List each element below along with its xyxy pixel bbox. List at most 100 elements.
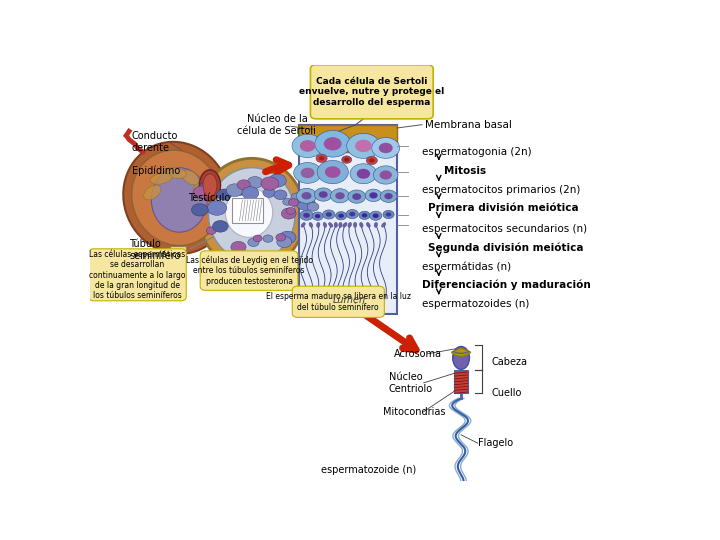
Text: Lumen: Lumen	[333, 295, 366, 305]
Circle shape	[302, 192, 312, 199]
Text: Las células de Leydig en el tejido
entre los túbulos seminíferos
producen testos: Las células de Leydig en el tejido entre…	[186, 255, 312, 286]
Circle shape	[361, 213, 367, 218]
Text: El esperma maduro se libera en la luz
del túbulo seminífero: El esperma maduro se libera en la luz de…	[266, 292, 411, 312]
Text: Conducto
derente: Conducto derente	[132, 131, 179, 152]
Circle shape	[282, 208, 296, 219]
Circle shape	[294, 163, 322, 183]
Circle shape	[231, 241, 246, 253]
FancyBboxPatch shape	[200, 251, 298, 291]
Ellipse shape	[182, 170, 199, 185]
Text: espermátidas (n): espermátidas (n)	[422, 261, 511, 272]
Circle shape	[269, 174, 287, 187]
Ellipse shape	[301, 222, 305, 227]
Ellipse shape	[225, 187, 273, 238]
FancyBboxPatch shape	[292, 286, 384, 318]
Circle shape	[261, 177, 279, 190]
Circle shape	[217, 189, 232, 200]
Circle shape	[344, 158, 349, 161]
Text: Mitosis: Mitosis	[444, 166, 487, 176]
Text: Segunda división meiótica: Segunda división meiótica	[428, 242, 583, 253]
Ellipse shape	[132, 150, 221, 246]
Text: Diferenciación y maduración: Diferenciación y maduración	[422, 280, 590, 291]
Circle shape	[291, 193, 304, 202]
Circle shape	[279, 231, 296, 244]
Text: Las células espermáticas
se desarrollan
continuamente a lo largo
de la gran long: Las células espermáticas se desarrollan …	[89, 249, 186, 300]
Circle shape	[248, 238, 259, 247]
Circle shape	[315, 188, 332, 201]
Text: Cabeza: Cabeza	[492, 357, 528, 367]
Text: Túbulo
seminífero: Túbulo seminífero	[129, 239, 181, 261]
Circle shape	[192, 204, 208, 216]
Ellipse shape	[334, 222, 338, 227]
Circle shape	[323, 210, 335, 219]
FancyBboxPatch shape	[170, 246, 186, 255]
Bar	[300, 125, 397, 152]
Ellipse shape	[165, 167, 186, 179]
Ellipse shape	[150, 173, 172, 184]
Circle shape	[349, 212, 356, 217]
FancyBboxPatch shape	[310, 65, 433, 119]
Text: Primera división meiótica: Primera división meiótica	[428, 203, 578, 213]
Circle shape	[386, 212, 392, 217]
Wedge shape	[451, 348, 471, 356]
Circle shape	[242, 187, 258, 199]
Circle shape	[366, 156, 377, 165]
Bar	[454, 370, 468, 393]
Ellipse shape	[151, 168, 207, 232]
Circle shape	[300, 140, 315, 152]
Ellipse shape	[209, 168, 295, 261]
Circle shape	[207, 227, 217, 234]
Bar	[233, 198, 263, 223]
Circle shape	[369, 192, 378, 199]
Circle shape	[325, 212, 332, 217]
Circle shape	[379, 143, 392, 153]
Ellipse shape	[203, 174, 217, 197]
Text: Flagelo: Flagelo	[478, 438, 513, 448]
Text: Testículo: Testículo	[188, 193, 230, 203]
Circle shape	[348, 190, 366, 203]
Circle shape	[296, 196, 315, 211]
Circle shape	[312, 212, 323, 220]
Ellipse shape	[339, 222, 342, 227]
Circle shape	[346, 210, 359, 219]
Circle shape	[307, 202, 319, 211]
Circle shape	[319, 191, 328, 198]
Circle shape	[297, 188, 317, 203]
Ellipse shape	[199, 170, 220, 201]
Circle shape	[283, 198, 292, 205]
Circle shape	[336, 212, 347, 220]
Circle shape	[263, 188, 275, 198]
Circle shape	[369, 211, 382, 220]
Circle shape	[194, 186, 210, 199]
Circle shape	[352, 193, 361, 200]
Circle shape	[356, 168, 370, 179]
Circle shape	[359, 211, 370, 219]
Circle shape	[289, 199, 299, 206]
Circle shape	[373, 213, 379, 218]
Ellipse shape	[354, 222, 357, 227]
Text: Acrosoma: Acrosoma	[394, 349, 442, 359]
Circle shape	[263, 235, 273, 242]
Circle shape	[325, 166, 341, 178]
Circle shape	[276, 234, 286, 241]
Circle shape	[384, 193, 392, 199]
Ellipse shape	[123, 142, 230, 254]
Circle shape	[247, 177, 263, 188]
Text: espermatozoide (n): espermatozoide (n)	[321, 465, 417, 475]
Circle shape	[319, 156, 324, 160]
Circle shape	[235, 188, 245, 195]
Ellipse shape	[144, 185, 161, 200]
Ellipse shape	[359, 222, 363, 227]
Text: Cuello: Cuello	[492, 388, 522, 399]
Circle shape	[379, 171, 392, 180]
Circle shape	[324, 137, 342, 151]
Circle shape	[253, 235, 262, 242]
Circle shape	[369, 158, 374, 163]
Bar	[300, 125, 397, 314]
Ellipse shape	[382, 222, 386, 227]
Ellipse shape	[328, 222, 333, 227]
Circle shape	[383, 210, 394, 219]
Circle shape	[286, 207, 295, 214]
Circle shape	[342, 156, 351, 163]
Text: Epidídimo: Epidídimo	[132, 166, 180, 176]
